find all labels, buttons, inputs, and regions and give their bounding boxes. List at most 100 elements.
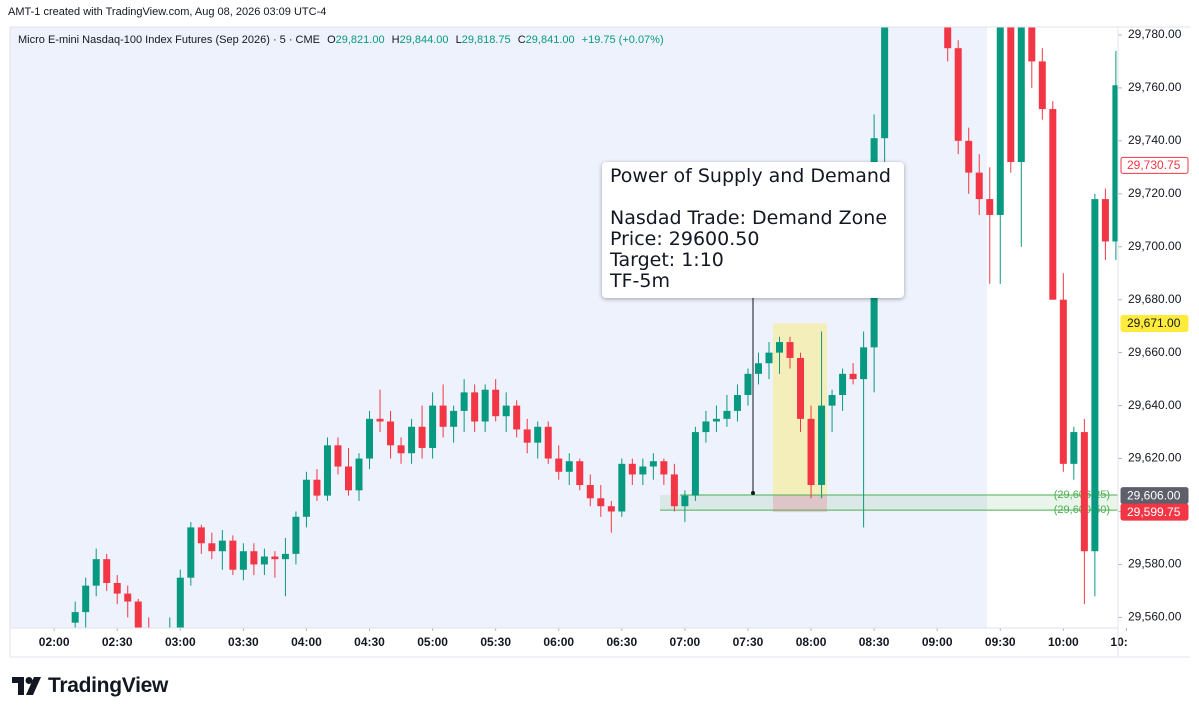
candle-body xyxy=(134,601,142,628)
candle-body xyxy=(934,0,941,8)
y-tick-label: 29,640.00 xyxy=(1128,398,1182,412)
annotation-line: Price: 29600.50 xyxy=(610,228,760,250)
candle-body xyxy=(492,389,500,417)
candle-body xyxy=(281,553,289,560)
candle-body xyxy=(628,463,636,475)
candle-body xyxy=(544,426,552,459)
candle-body xyxy=(1049,109,1057,300)
candle-body xyxy=(986,199,994,215)
candle-body xyxy=(197,527,205,544)
note-anchor xyxy=(751,491,755,495)
candle-body xyxy=(565,461,573,472)
x-tick-label: 02:00 xyxy=(39,635,70,649)
candle-body xyxy=(849,373,857,380)
x-tick-label: 02:30 xyxy=(102,635,133,649)
candle-body xyxy=(502,405,510,417)
ohlc-value: 29,844.00 xyxy=(399,34,449,46)
x-tick-label: 08:00 xyxy=(796,635,827,649)
candle-body xyxy=(776,342,784,353)
candle-body xyxy=(534,426,542,443)
ohlc-value: 29,841.00 xyxy=(525,34,575,46)
candle-body xyxy=(471,392,479,422)
y-tick-label: 29,620.00 xyxy=(1128,451,1182,465)
candle-body xyxy=(156,639,163,658)
candle-body xyxy=(1028,27,1036,62)
candle-body xyxy=(481,389,489,422)
candle-body xyxy=(1059,299,1067,464)
candle-body xyxy=(839,373,847,396)
x-tick-label: 03:00 xyxy=(165,635,196,649)
candle-body xyxy=(229,540,237,570)
x-tick-label: 07:30 xyxy=(733,635,764,649)
candle-body xyxy=(82,585,90,613)
annotation-line: Nasdad Trade: Demand Zone xyxy=(610,207,888,229)
axes: 29,560.0029,580.0029,600.0029,620.0029,6… xyxy=(39,27,1189,649)
candle-body xyxy=(965,140,973,173)
x-tick-label: 03:30 xyxy=(228,635,259,649)
candle-body xyxy=(807,418,815,486)
candle-body xyxy=(218,540,226,552)
candle-body xyxy=(113,582,121,594)
x-tick-label: 10: xyxy=(1110,635,1127,649)
candle-body xyxy=(1112,85,1118,242)
legend: Micro E-mini Nasdaq-100 Index Futures (S… xyxy=(18,34,664,46)
candle-body xyxy=(145,631,152,639)
candle-body xyxy=(712,418,720,422)
candle-body xyxy=(660,461,668,475)
candle-body xyxy=(681,495,689,507)
candle-body xyxy=(765,352,773,364)
candle-body xyxy=(513,405,521,430)
candle-body xyxy=(387,421,395,446)
candle-body xyxy=(818,405,826,486)
candle-body xyxy=(260,556,268,565)
price-label-box xyxy=(1120,503,1189,521)
candle-body xyxy=(649,461,657,467)
annotation: Power of Supply and Demand Nasdad Trade:… xyxy=(602,162,904,298)
candle-body xyxy=(408,426,416,454)
price-label: 29,730.75 xyxy=(1127,158,1181,172)
annotation-line: TF-5m xyxy=(610,270,670,292)
symbol: Micro E-mini Nasdaq-100 Index Futures (S… xyxy=(18,34,321,46)
candle-body xyxy=(187,527,195,578)
candle-body xyxy=(302,479,310,517)
candle-body xyxy=(1080,432,1088,552)
candle-body xyxy=(460,392,468,411)
ohlc-key: L xyxy=(455,34,462,46)
ohlc-key: H xyxy=(391,34,400,46)
candle-body xyxy=(292,516,300,554)
candle-body xyxy=(92,559,100,586)
candle-body xyxy=(271,556,279,560)
x-tick-label: 09:30 xyxy=(985,635,1016,649)
y-tick-label: 29,700.00 xyxy=(1128,239,1182,253)
x-tick-label: 04:00 xyxy=(291,635,322,649)
change: +19.75 (+0.07%) xyxy=(581,34,664,46)
ohlc-value: 29,821.00 xyxy=(335,34,385,46)
candle-body xyxy=(1091,199,1099,552)
price-label: 29,606.00 xyxy=(1127,488,1181,502)
y-tick-label: 29,560.00 xyxy=(1128,610,1182,624)
candle-body xyxy=(691,432,699,496)
candle-body xyxy=(323,445,331,496)
y-tick-label: 29,720.00 xyxy=(1128,186,1182,200)
x-tick-label: 06:30 xyxy=(606,635,637,649)
ohlc-key: O xyxy=(327,34,336,46)
candle-body xyxy=(1070,432,1078,464)
level-band xyxy=(660,494,1118,511)
candle-body xyxy=(670,474,678,507)
x-tick-label: 09:00 xyxy=(922,635,953,649)
candle-body xyxy=(71,612,79,623)
candle-body xyxy=(555,458,563,472)
price-label: 29,599.75 xyxy=(1127,505,1181,519)
x-tick-label: 06:00 xyxy=(543,635,574,649)
candle-body xyxy=(618,463,626,512)
candle-body xyxy=(450,410,458,427)
candle-body xyxy=(1007,27,1015,163)
logo: TradingView xyxy=(12,674,168,698)
candle-body xyxy=(975,172,983,200)
candle-body xyxy=(355,458,363,491)
candle-body xyxy=(1101,199,1109,242)
candle-body xyxy=(429,405,437,448)
annotation-title: Power of Supply and Demand xyxy=(610,165,891,187)
